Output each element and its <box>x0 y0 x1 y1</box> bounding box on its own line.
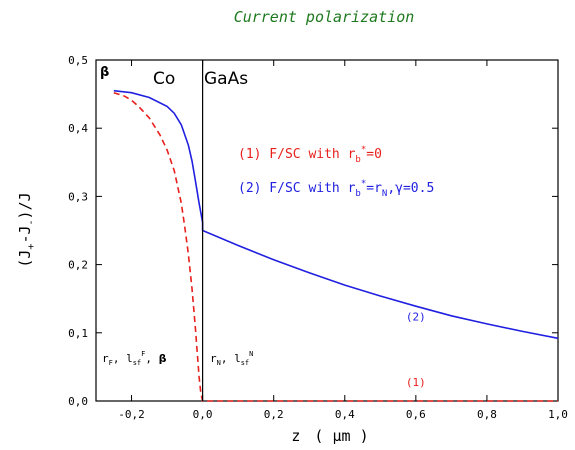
x-axis-ticks: -0,2 0,0 0,2 0,4 0,6 0,8 1,0 <box>118 60 568 421</box>
legend-entry-2: (2) F/SC with rb*=rN,γ=0.5 <box>238 179 434 199</box>
x-tick-label: 0,8 <box>477 408 497 421</box>
y-tick-label: 0,1 <box>68 327 88 340</box>
curve-labels: (2) (1) <box>406 311 426 389</box>
corner-beta-label: β <box>100 65 109 80</box>
chart-title: Current polarization <box>234 8 415 26</box>
x-tick-label: 0,6 <box>406 408 426 421</box>
region-label-co: Co <box>153 69 175 89</box>
legend-entry-1: (1) F/SC with rb*=0 <box>238 145 382 165</box>
x-tick-label: -0,2 <box>118 408 145 421</box>
plot-frame <box>95 59 559 402</box>
y-tick-label: 0,3 <box>68 190 88 203</box>
x-tick-label: 0,0 <box>193 408 213 421</box>
y-tick-label: 0,5 <box>68 54 88 67</box>
y-tick-label: 0,2 <box>68 259 88 272</box>
y-axis-label: (J+-J-)/J <box>16 192 37 267</box>
left-params-label: rF, lsfF, β <box>102 350 167 367</box>
series-line-1 <box>113 91 558 402</box>
x-tick-label: 1,0 <box>548 408 568 421</box>
series-layer <box>113 89 559 402</box>
x-tick-label: 0,2 <box>264 408 284 421</box>
curve-label-2: (1) <box>406 376 426 389</box>
curve-label-1: (2) <box>406 311 426 324</box>
x-tick-label: 0,4 <box>335 408 355 421</box>
right-params-label: rN, lsfN <box>210 350 253 367</box>
region-label-gaas: GaAs <box>204 69 248 89</box>
x-axis-label: z( μm ) <box>291 427 368 445</box>
y-tick-label: 0,4 <box>68 122 88 135</box>
series-line-2 <box>113 89 559 340</box>
y-tick-label: 0,0 <box>68 395 88 408</box>
y-axis-ticks: 0,0 0,1 0,2 0,3 0,4 0,5 <box>68 54 558 408</box>
